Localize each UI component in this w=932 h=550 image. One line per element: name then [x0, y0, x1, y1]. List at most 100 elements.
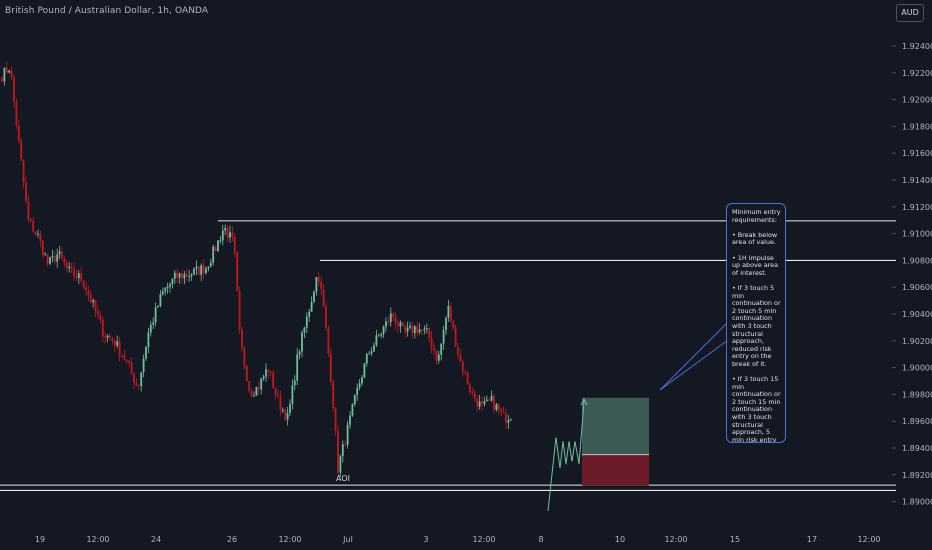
price-tick-label: 1.89600	[902, 417, 932, 426]
candle	[229, 232, 231, 238]
candle	[154, 307, 157, 323]
candle	[392, 313, 395, 317]
candle	[29, 219, 32, 221]
candle	[310, 301, 313, 312]
projection-path[interactable]	[547, 401, 585, 512]
candle	[469, 384, 471, 393]
time-tick-label: 12:00	[857, 535, 880, 544]
candle	[509, 419, 512, 421]
candle	[341, 444, 344, 457]
candle	[476, 399, 479, 407]
candle	[373, 345, 375, 352]
candle	[53, 255, 56, 262]
candle	[269, 372, 272, 374]
candle	[361, 377, 363, 384]
candle	[317, 277, 320, 282]
time-tick-label: 3	[423, 535, 428, 544]
candle	[277, 394, 279, 397]
price-tick-label: 1.91000	[902, 230, 932, 239]
candle	[219, 240, 222, 242]
candle	[89, 295, 92, 303]
candle	[459, 354, 462, 362]
candle	[490, 395, 493, 401]
candle	[145, 346, 147, 359]
candle	[77, 273, 80, 278]
entry-requirements-callout[interactable]: Minimum entry requirements: • Break belo…	[726, 203, 786, 443]
candle	[123, 355, 126, 361]
candle	[73, 268, 75, 277]
candle	[109, 335, 111, 339]
candle	[142, 358, 145, 373]
candle	[5, 67, 8, 73]
stop-loss-zone[interactable]	[582, 454, 649, 486]
candle	[116, 341, 119, 346]
time-tick-label: 12:00	[472, 535, 495, 544]
candle	[411, 325, 414, 334]
candle	[113, 340, 116, 346]
candle	[442, 330, 445, 344]
candle	[248, 381, 251, 391]
candle	[464, 372, 467, 374]
candle	[303, 327, 306, 333]
candle	[164, 288, 167, 292]
candle	[380, 333, 383, 336]
candle	[435, 350, 438, 361]
candle	[471, 392, 474, 394]
candle	[135, 382, 138, 386]
candle	[397, 323, 399, 327]
candle	[320, 281, 323, 290]
candle	[495, 404, 498, 410]
candle	[502, 411, 505, 414]
candle	[111, 338, 114, 341]
candle	[99, 315, 102, 320]
candle	[291, 385, 294, 405]
price-tick-label: 1.90400	[902, 310, 932, 319]
candle	[413, 326, 416, 334]
candle	[493, 395, 495, 410]
candle	[104, 336, 107, 338]
candle	[363, 363, 366, 378]
candle	[265, 369, 267, 377]
candle	[214, 246, 217, 252]
price-tick-label: 1.89200	[902, 471, 932, 480]
candle	[272, 372, 275, 389]
candle	[217, 240, 219, 252]
candle	[152, 322, 155, 325]
candle	[485, 399, 488, 402]
candle	[447, 305, 450, 318]
candle	[34, 231, 37, 234]
candle	[332, 381, 335, 409]
candle	[457, 346, 459, 355]
candle	[454, 327, 457, 347]
price-tick-label: 1.90000	[902, 364, 932, 373]
candle	[416, 326, 419, 333]
callout-pointer	[659, 321, 729, 391]
candle	[298, 351, 301, 355]
candle	[339, 456, 342, 473]
currency-button[interactable]: AUD	[896, 4, 924, 22]
candle	[262, 376, 265, 379]
candle	[473, 393, 476, 400]
time-tick-label: 10	[615, 535, 625, 544]
candle	[385, 321, 387, 327]
candle	[101, 319, 104, 337]
candle	[353, 395, 356, 405]
candle	[63, 258, 66, 264]
candle	[56, 254, 59, 262]
profit-target-zone[interactable]	[582, 397, 649, 455]
candle	[236, 252, 239, 292]
candle	[375, 335, 378, 346]
candle	[327, 327, 330, 354]
price-tick-label: 1.89800	[902, 390, 932, 399]
candle	[195, 266, 198, 269]
candle	[337, 430, 339, 473]
candle	[209, 262, 212, 267]
candle	[406, 327, 409, 332]
candle	[481, 401, 483, 404]
candle	[22, 160, 25, 184]
price-tick-label: 1.91200	[902, 203, 932, 212]
candle	[452, 321, 455, 328]
candle	[171, 278, 174, 284]
